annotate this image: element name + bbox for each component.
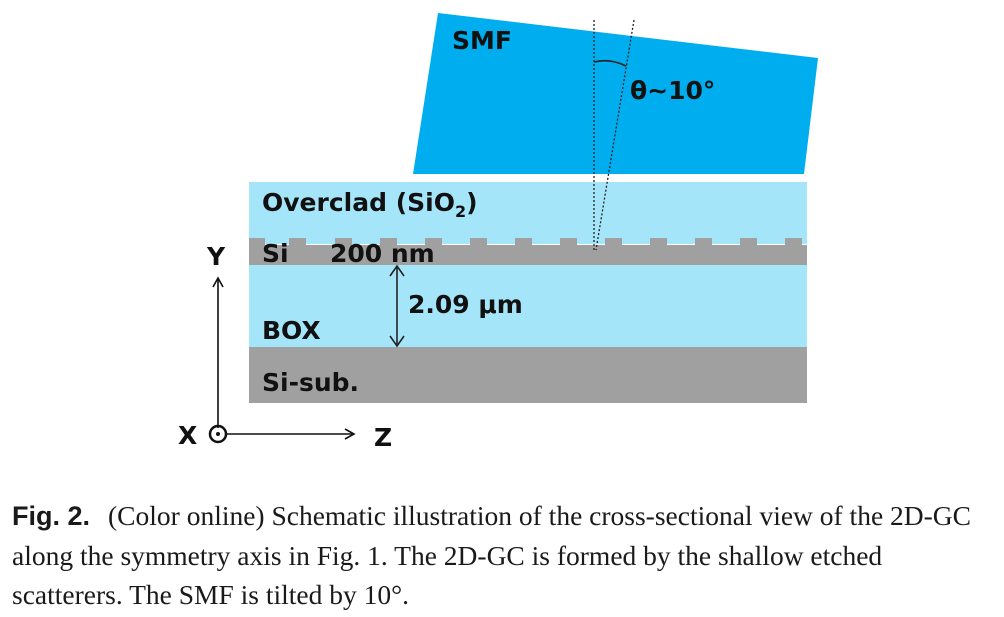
- box-arrow-head-top: [389, 264, 405, 277]
- grating-tooth: [605, 238, 622, 246]
- si-thickness-label: 200 nm: [330, 239, 435, 268]
- box-arrow-head-bottom: [389, 335, 405, 348]
- x-axis-label: X: [178, 421, 197, 450]
- grating-teeth: [249, 238, 802, 246]
- smf-label: SMF: [452, 26, 512, 55]
- grating-tooth: [740, 238, 757, 246]
- grating-tooth: [425, 238, 442, 246]
- si-label: Si: [262, 239, 289, 268]
- smf-fiber: [413, 13, 818, 174]
- x-axis-origin-dot: [216, 432, 220, 436]
- overclad-label: Overclad (SiO2): [262, 188, 478, 221]
- angle-label: θ~10°: [630, 76, 715, 105]
- substrate-label: Si-sub.: [262, 368, 359, 397]
- grating-tooth: [335, 238, 352, 246]
- figure-caption: Fig. 2. (Color online) Schematic illustra…: [12, 496, 992, 614]
- caption-label: Fig. 2.: [12, 501, 91, 531]
- caption-text: (Color online) Schematic illustration of…: [12, 500, 972, 610]
- grating-tooth: [695, 238, 712, 246]
- grating-tooth: [289, 238, 306, 246]
- si-layer: [249, 245, 807, 265]
- fiber-axis-line: [595, 19, 635, 251]
- grating-tooth: [560, 238, 577, 246]
- angle-arc: [593, 59, 627, 67]
- x-axis-origin: [208, 424, 228, 444]
- cross-section-diagram: SMF θ~10° Overclad (SiO2) Si 200 nm 2.09…: [178, 13, 818, 452]
- si-substrate: [249, 347, 807, 403]
- overclad-layer: [249, 182, 807, 244]
- y-axis-label: Y: [206, 242, 226, 271]
- grating-tooth: [785, 238, 802, 246]
- box-thickness-label: 2.09 μm: [408, 290, 523, 319]
- grating-tooth: [380, 238, 397, 246]
- grating-tooth: [650, 238, 667, 246]
- box-label: BOX: [262, 316, 321, 345]
- z-axis-label: Z: [374, 423, 392, 452]
- grating-tooth: [515, 238, 532, 246]
- box-layer: [249, 265, 807, 347]
- grating-tooth: [249, 238, 265, 246]
- grating-tooth: [470, 238, 487, 246]
